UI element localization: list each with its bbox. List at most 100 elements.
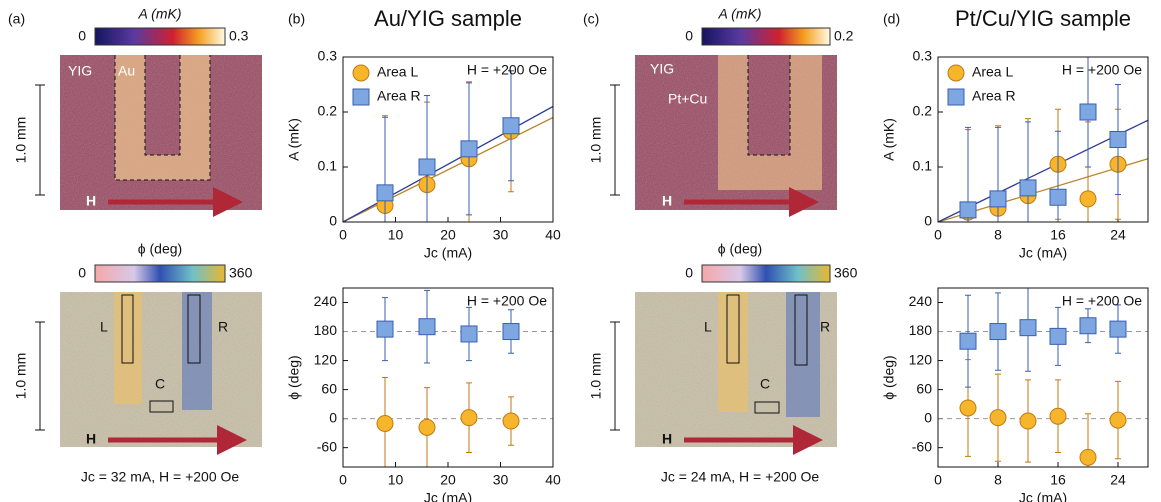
data-point: [1109, 131, 1127, 148]
annotation: H = +200 Oe: [1062, 293, 1142, 309]
colorbar: [94, 264, 226, 283]
colorbar-title: A (mK): [137, 6, 181, 22]
panel-label: (a): [8, 11, 25, 27]
x-tick-label: 16: [1050, 227, 1066, 243]
colorbar-title: ϕ (deg): [138, 241, 182, 257]
legend-marker: [352, 64, 370, 82]
scale-label: 1.0 mm: [588, 353, 604, 400]
data-point: [959, 332, 977, 350]
legend-label: Area R: [377, 88, 421, 104]
x-tick-label: 0: [934, 472, 942, 488]
data-point: [1079, 317, 1097, 335]
data-point: [418, 158, 436, 176]
region-box: [754, 401, 780, 414]
data-point: [989, 409, 1007, 427]
scale-bar: [35, 84, 45, 196]
x-tick-label: 0: [339, 472, 347, 488]
annotation: H = +200 Oe: [467, 62, 547, 78]
chart: -60 0 60 120 180 240 0 8 16 24 Jc (mA) ϕ (deg) H = +…: [881, 287, 1149, 502]
colorbar-tick: 0.2: [834, 28, 854, 44]
x-tick-label: 10: [388, 227, 404, 243]
colorbar: [94, 27, 226, 46]
y-tick-label: 0.1: [318, 158, 338, 174]
y-tick-label: 0.1: [913, 158, 933, 174]
x-tick-label: 40: [545, 472, 561, 488]
y-tick-label: -60: [317, 438, 337, 454]
scale-bar: [35, 321, 45, 431]
region-box: [121, 294, 134, 364]
data-point: [959, 201, 977, 219]
x-tick-label: 40: [545, 227, 561, 243]
x-tick-label: 16: [1050, 472, 1066, 488]
sample-outline: [747, 55, 791, 156]
region-box: [149, 400, 174, 413]
data-point: [1019, 179, 1037, 197]
legend-marker: [947, 88, 965, 106]
data-point: [1079, 190, 1097, 208]
scale-label: 1.0 mm: [588, 117, 604, 164]
region-box: [726, 294, 740, 364]
legend-label: Area R: [972, 88, 1016, 104]
y-tick-label: 120: [909, 351, 933, 367]
field-label: H: [662, 193, 672, 209]
x-tick-label: 30: [493, 472, 509, 488]
chart-title: Pt/Cu/YIG sample: [955, 6, 1131, 31]
y-tick-label: 60: [916, 380, 932, 396]
sample-shape: [718, 55, 822, 190]
field-label: H: [86, 431, 96, 447]
chart-title: Au/YIG sample: [374, 6, 522, 31]
y-tick-label: 120: [314, 351, 338, 367]
panel-label: (d): [883, 11, 900, 27]
data-point: [460, 140, 478, 158]
plot-area: [938, 57, 1148, 222]
data-point: [460, 409, 478, 427]
phase-stripe: [182, 292, 212, 410]
data-point: [1049, 327, 1067, 345]
colorbar: [701, 264, 831, 283]
x-axis-label: Jc (mA): [424, 245, 472, 261]
x-tick-label: 8: [994, 472, 1002, 488]
x-tick-label: 24: [1110, 227, 1126, 243]
field-label: H: [662, 431, 672, 447]
colorbar-tick: 0: [78, 28, 86, 44]
data-point: [376, 320, 394, 338]
y-tick-label: 240: [314, 293, 338, 309]
caption: Jc = 24 mA, H = +200 Oe: [661, 469, 820, 485]
y-tick-label: 0: [329, 409, 337, 425]
fit-line: [343, 116, 553, 222]
y-tick-label: 240: [909, 293, 933, 309]
plot-area: [343, 70, 553, 222]
plot-frame: [937, 287, 1149, 468]
data-point: [502, 117, 520, 135]
colorbar: [701, 27, 831, 46]
y-tick-label: 0.2: [318, 103, 338, 119]
data-point: [989, 323, 1007, 341]
plot-area: [938, 288, 1148, 467]
x-tick-label: 8: [994, 227, 1002, 243]
data-point: [502, 412, 520, 430]
legend-marker: [352, 88, 370, 106]
map-label: YIG: [650, 61, 674, 77]
x-tick-label: 0: [339, 227, 347, 243]
sample-outline: [114, 55, 211, 181]
data-point: [1049, 407, 1067, 425]
sample-shape: [115, 55, 210, 180]
data-point: [1019, 412, 1037, 430]
region-label: C: [760, 376, 770, 392]
y-axis-label: ϕ (deg): [881, 355, 897, 399]
colorbar-title: A (mK): [717, 6, 761, 22]
x-tick-label: 30: [493, 227, 509, 243]
data-point: [1019, 319, 1037, 337]
region-label: L: [704, 319, 712, 335]
annotation: H = +200 Oe: [467, 293, 547, 309]
y-axis-label: A (mK): [881, 118, 897, 161]
data-point: [1049, 188, 1067, 206]
map-noise: [60, 292, 262, 447]
data-point: [989, 190, 1007, 208]
colorbar-tick: 0: [685, 265, 693, 281]
y-axis-label: ϕ (deg): [286, 355, 302, 399]
y-tick-label: 0: [924, 409, 932, 425]
scale-label: 1.0 mm: [13, 117, 29, 164]
y-tick-label: 180: [314, 322, 338, 338]
